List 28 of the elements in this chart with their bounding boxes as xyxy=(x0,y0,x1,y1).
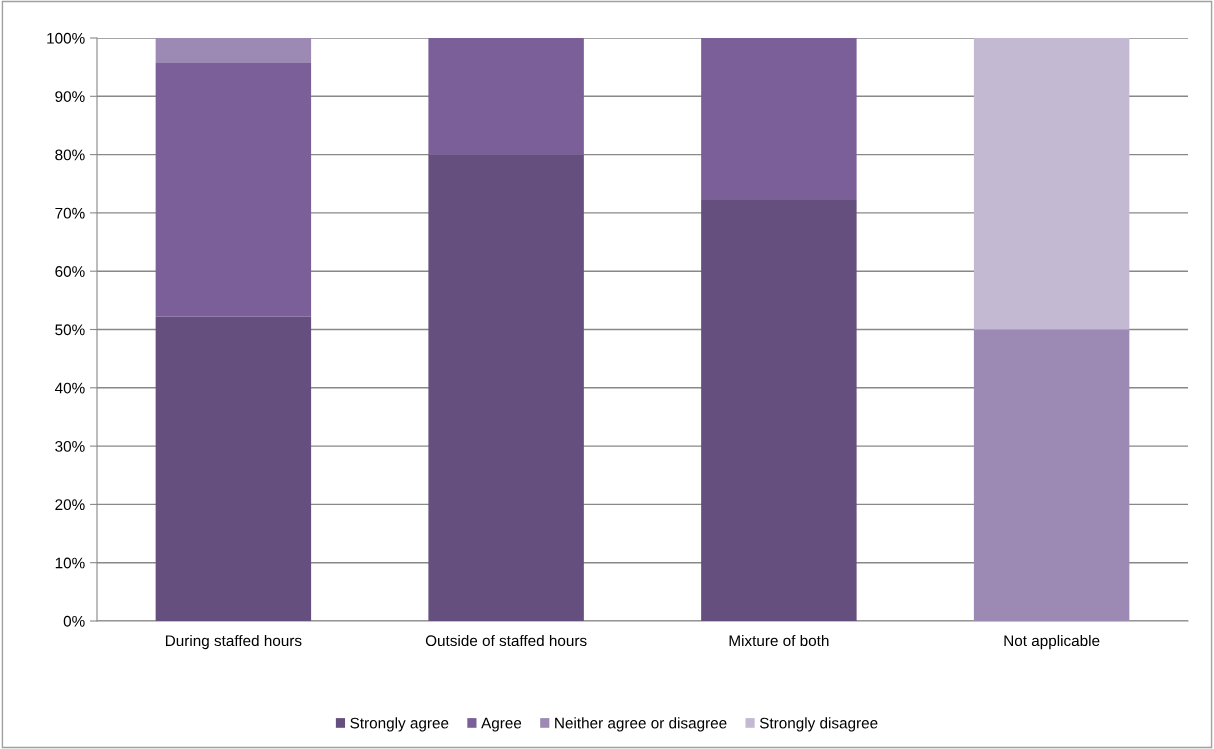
y-tick-label: 10% xyxy=(55,557,85,569)
legend-label: Neither agree or disagree xyxy=(555,717,727,732)
legend-label: Agree xyxy=(481,717,522,732)
bar xyxy=(973,329,1130,621)
y-tick-label: 60% xyxy=(55,266,85,277)
bar xyxy=(973,38,1130,330)
bar xyxy=(428,154,584,621)
y-tick-label: 90% xyxy=(55,91,85,102)
bar xyxy=(701,200,857,621)
x-tick-label: During staffed hours xyxy=(165,634,302,650)
y-tick-label: 50% xyxy=(55,324,85,336)
y-tick-label: 100% xyxy=(47,32,85,44)
bar xyxy=(155,63,312,317)
bar xyxy=(155,38,312,64)
legend-label: Strongly disagree xyxy=(759,717,878,732)
y-tick-label: 40% xyxy=(54,382,85,394)
y-tick-label: 70% xyxy=(55,207,85,219)
x-tick-label: Mixture of both xyxy=(729,634,829,647)
bar xyxy=(428,38,584,155)
x-tick-label: Not applicable xyxy=(1004,634,1100,650)
bar xyxy=(701,38,857,201)
y-tick-label: 20% xyxy=(55,499,85,511)
y-tick-label: 30% xyxy=(55,440,85,452)
y-tick-label: 80% xyxy=(55,149,85,161)
y-tick-label: 0% xyxy=(63,615,85,627)
x-tick-label: Outside of staffed hours xyxy=(425,634,587,647)
legend-label: Strongly agree xyxy=(350,717,449,732)
bar xyxy=(155,316,312,621)
